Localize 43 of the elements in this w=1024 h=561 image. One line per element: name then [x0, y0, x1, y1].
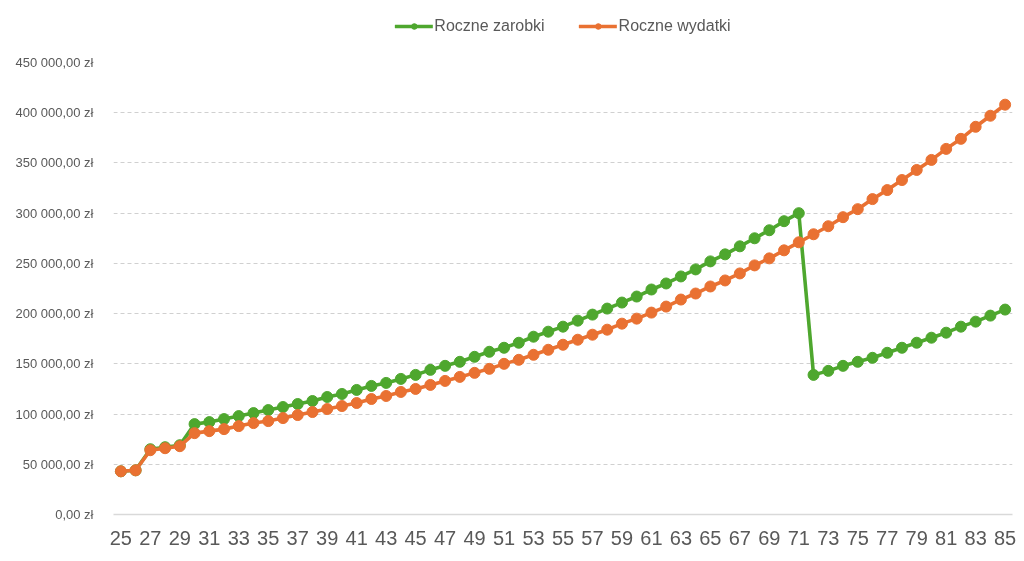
x-tick-label: 47	[433, 526, 457, 549]
x-tick-label: 39	[316, 526, 339, 549]
x-tick-label: 49	[463, 526, 486, 549]
y-tick-label: 100 000,00 zł	[15, 406, 94, 422]
x-tick-label: 77	[876, 526, 899, 549]
x-tick-label: 43	[375, 526, 398, 549]
x-tick-label: 81	[935, 526, 958, 549]
y-tick-label: 0,00 zł	[55, 507, 94, 522]
x-tick-label: 29	[168, 526, 191, 549]
x-tick-label: 41	[345, 526, 368, 549]
x-tick-label: 45	[404, 526, 427, 549]
x-tick-label: 73	[817, 526, 840, 549]
x-tick-label: 33	[227, 526, 250, 549]
y-tick-label: 300 000,00 zł	[15, 205, 94, 221]
x-tick-label: 79	[905, 526, 928, 549]
y-tick-label: 200 000,00 zł	[15, 306, 94, 322]
legend-label: Roczne wydatki	[618, 17, 731, 35]
x-tick-label: 83	[964, 526, 987, 549]
y-tick-label: 250 000,00 zł	[15, 255, 94, 271]
x-tick-label: 31	[198, 526, 221, 549]
x-tick-label: 35	[257, 526, 280, 549]
x-tick-label: 37	[286, 526, 309, 549]
y-tick-label: 450 000,00 zł	[15, 55, 94, 70]
x-tick-label: 53	[522, 526, 545, 549]
y-tick-label: 350 000,00 zł	[15, 155, 94, 171]
x-tick-label: 63	[669, 526, 693, 549]
x-tick-label: 71	[787, 526, 810, 549]
y-tick-label: 150 000,00 zł	[15, 356, 94, 372]
y-tick-label: 50 000,00 zł	[22, 456, 94, 472]
x-tick-label: 59	[610, 526, 634, 549]
x-tick-label: 85	[994, 526, 1017, 549]
x-tick-label: 67	[728, 526, 751, 549]
x-tick-label: 65	[699, 526, 722, 549]
x-tick-label: 51	[492, 526, 516, 549]
x-tick-label: 61	[640, 526, 663, 549]
x-tick-label: 57	[581, 526, 604, 549]
x-tick-label: 25	[109, 526, 132, 549]
x-tick-label: 69	[758, 526, 781, 549]
x-tick-label: 55	[551, 526, 575, 549]
x-tick-label: 75	[846, 526, 869, 549]
y-tick-label: 400 000,00 zł	[15, 105, 94, 121]
x-tick-label: 27	[139, 526, 162, 549]
legend-label: Roczne zarobki	[434, 17, 545, 35]
